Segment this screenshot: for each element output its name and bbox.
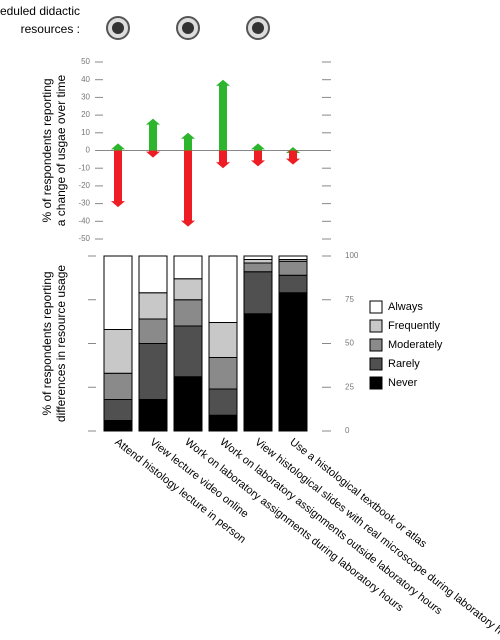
bar-segment <box>138 292 168 320</box>
y-tick-label: 25 <box>345 382 354 391</box>
legend-label: Never <box>388 377 418 389</box>
bar-segment <box>208 322 238 358</box>
bar-segment <box>208 388 238 416</box>
change-arrow <box>181 132 195 151</box>
legend-label: Rarely <box>388 358 420 370</box>
y-tick-label: 50 <box>81 57 90 66</box>
change-arrow <box>146 150 160 158</box>
bar-segment <box>103 255 133 330</box>
y-tick-label: -10 <box>78 163 90 172</box>
y-tick-label: 0 <box>345 426 350 435</box>
x-tick-label: View histological slides with real micro… <box>252 436 500 635</box>
change-arrow <box>111 150 125 208</box>
bar-segment <box>103 329 133 374</box>
change-arrow <box>146 118 160 151</box>
bar-segment <box>138 399 168 432</box>
bar-segment <box>243 255 273 260</box>
change-arrow <box>286 146 300 153</box>
y-tick-label: -30 <box>78 199 90 208</box>
bar-segment <box>138 318 168 344</box>
legend-label: Moderately <box>388 339 443 351</box>
bar-segment <box>278 255 308 260</box>
bar-segment <box>208 357 238 390</box>
y-axis-label: a change of usgae over time <box>54 74 68 226</box>
y-tick-label: 0 <box>86 146 91 155</box>
y-tick-label: 75 <box>345 295 354 304</box>
change-arrow <box>251 143 265 151</box>
y-axis-label: differences in resource usage <box>54 265 68 423</box>
y-tick-label: -20 <box>78 181 90 190</box>
y-tick-label: -40 <box>78 216 90 225</box>
legend-swatch <box>369 319 383 333</box>
bar-segment <box>173 278 203 301</box>
change-arrow <box>181 150 195 227</box>
bar-segment <box>173 376 203 432</box>
bar-segment <box>173 325 203 378</box>
bar-segment <box>208 255 238 323</box>
change-arrow <box>216 150 230 169</box>
legend-swatch <box>369 338 383 352</box>
bar-segment <box>278 260 308 276</box>
header-line: Scheduled didactic <box>0 4 80 18</box>
y-tick-label: 100 <box>345 251 359 260</box>
y-tick-label: -50 <box>78 234 90 243</box>
legend-swatch <box>369 376 383 390</box>
header-line: resources : <box>21 22 80 36</box>
bar-segment <box>208 414 238 432</box>
legend-label: Always <box>388 301 423 313</box>
resource-icon <box>246 16 270 40</box>
change-arrow <box>216 79 230 151</box>
bar-segment <box>278 292 308 432</box>
bar-segment <box>278 274 308 294</box>
y-tick-label: 30 <box>81 93 90 102</box>
resource-icon <box>176 16 200 40</box>
y-tick-label: 40 <box>81 75 90 84</box>
change-arrow <box>251 150 265 167</box>
y-tick-label: 50 <box>345 339 354 348</box>
bar-segment <box>173 255 203 280</box>
bar-segment <box>243 259 273 264</box>
change-arrow <box>286 150 300 165</box>
resource-icon <box>106 16 130 40</box>
bar-segment <box>243 262 273 273</box>
bar-segment <box>243 313 273 432</box>
legend-label: Frequently <box>388 320 440 332</box>
bar-segment <box>173 299 203 327</box>
y-tick-label: 20 <box>81 110 90 119</box>
bar-segment <box>138 255 168 294</box>
bar-segment <box>103 420 133 432</box>
legend-swatch <box>369 300 383 314</box>
y-axis-label: % of respondents reporting <box>40 78 54 222</box>
bar-segment <box>138 343 168 400</box>
y-tick-label: 10 <box>81 128 90 137</box>
bar-segment <box>103 399 133 421</box>
legend-swatch <box>369 357 383 371</box>
y-axis-label: % of respondents reporting <box>40 271 54 415</box>
change-arrow <box>111 143 125 151</box>
bar-segment <box>103 372 133 400</box>
bar-segment <box>243 271 273 315</box>
